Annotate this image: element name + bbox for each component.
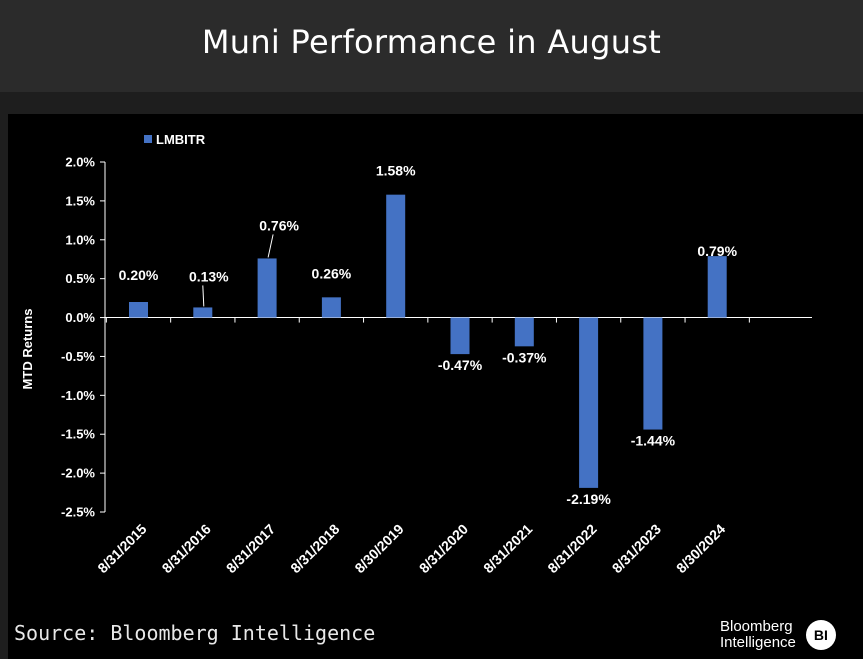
x-tick-label: 8/31/2016 [159, 521, 215, 577]
y-tick-label: -1.0% [61, 388, 95, 403]
bar [707, 256, 727, 318]
bar [579, 317, 599, 488]
title-bar: Muni Performance in August [0, 0, 863, 92]
brand-name: Bloomberg Intelligence [720, 619, 796, 651]
bloomberg-intelligence-logo: Bloomberg Intelligence BI [720, 619, 836, 651]
bar [193, 307, 213, 318]
data-label: 0.20% [119, 267, 159, 283]
bar [129, 302, 148, 318]
label-leader-line [267, 234, 274, 258]
bar [257, 258, 277, 318]
y-tick-label: 1.0% [65, 232, 95, 247]
data-label: 1.58% [376, 163, 416, 179]
legend-swatch [144, 135, 152, 143]
y-tick-label: -2.0% [61, 466, 95, 481]
data-label: 0.76% [259, 217, 299, 233]
x-tick-label: 8/31/2018 [287, 521, 343, 577]
x-tick-label: 8/31/2023 [609, 521, 665, 577]
x-tick-label: 8/31/2021 [480, 521, 536, 577]
data-label: -1.44% [631, 433, 676, 449]
x-tick-label: 8/31/2022 [544, 521, 600, 577]
y-tick-label: 1.5% [65, 193, 95, 208]
label-leader-line [202, 285, 205, 307]
bar [450, 317, 470, 355]
bi-badge-icon: BI [805, 620, 836, 650]
x-tick-label: 8/30/2019 [351, 521, 407, 577]
data-label: -2.19% [566, 491, 611, 507]
data-label: 0.13% [189, 268, 229, 284]
x-tick-label: 8/31/2017 [223, 521, 279, 577]
y-tick-label: 0.5% [65, 271, 95, 286]
data-label: -0.47% [438, 357, 483, 373]
bar [321, 297, 341, 318]
data-label: -0.37% [502, 349, 547, 365]
y-tick-label: 2.0% [65, 155, 95, 170]
x-tick-label: 8/30/2024 [673, 521, 729, 577]
y-tick-label: -1.5% [61, 427, 95, 442]
source-note: Source: Bloomberg Intelligence [14, 621, 376, 645]
data-label: 0.26% [312, 265, 352, 281]
bar [386, 194, 406, 318]
header-divider [0, 92, 863, 114]
bar [643, 317, 663, 430]
legend-label: LMBITR [156, 132, 206, 147]
chart-title: Muni Performance in August [201, 23, 662, 61]
data-label: 0.79% [697, 243, 737, 259]
brand-line-2: Intelligence [720, 634, 796, 651]
y-tick-label: -0.5% [61, 349, 95, 364]
y-tick-label: 0.0% [65, 310, 95, 325]
y-tick-label: -2.5% [61, 505, 95, 520]
x-tick-label: 8/31/2015 [94, 521, 150, 577]
left-border [0, 114, 8, 659]
bar [514, 317, 534, 347]
x-tick-label: 8/31/2020 [416, 521, 472, 577]
y-axis-label: MTD Returns [20, 309, 35, 390]
brand-line-1: Bloomberg [720, 618, 793, 635]
